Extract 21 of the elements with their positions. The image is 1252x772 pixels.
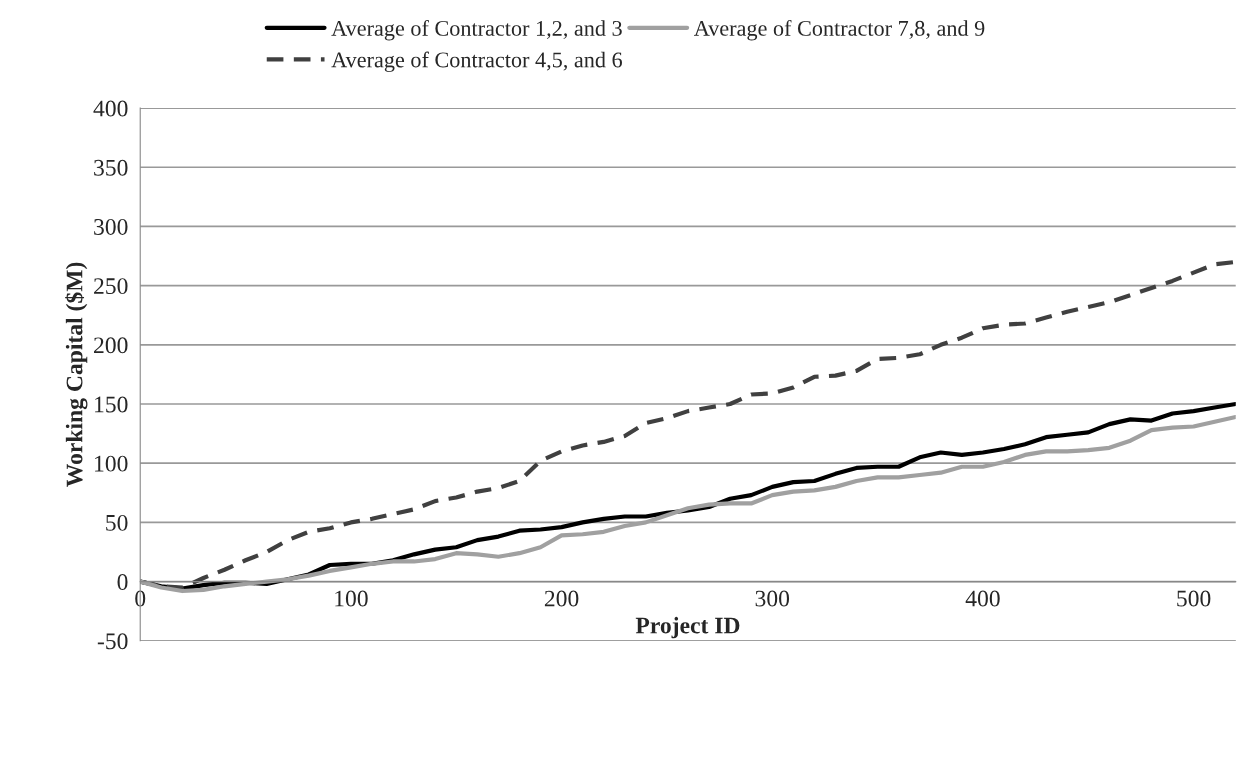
y-tick-label: 150 <box>95 396 128 413</box>
y-axis-title: Working Capital ($M) <box>65 262 88 487</box>
y-tick-label: 100 <box>95 455 128 472</box>
y-tick-label: 0 <box>117 574 128 590</box>
y-tick-label: 300 <box>94 218 128 235</box>
x-tick-label: 100 <box>335 590 368 607</box>
y-tick-label: 50 <box>106 514 128 531</box>
x-tick-label: 500 <box>1177 590 1211 607</box>
y-tick-label: 200 <box>94 337 128 354</box>
x-tick-label: 400 <box>965 590 1000 607</box>
x-tick-label: 0 <box>135 590 146 607</box>
y-tick-label: -50 <box>97 633 128 650</box>
x-tick-label: 200 <box>544 590 579 607</box>
x-axis-title: Project ID <box>635 616 740 639</box>
y-tick-label: 350 <box>94 159 128 176</box>
legend-label: Average of Contractor 7,8, and 9 <box>694 20 985 41</box>
y-tick-label: 400 <box>93 100 128 117</box>
legend-label: Average of Contractor 4,5, and 6 <box>331 51 622 72</box>
legend-label: Average of Contractor 1,2, and 3 <box>331 20 622 41</box>
x-tick-label: 300 <box>755 590 790 607</box>
y-tick-label: 250 <box>94 278 128 295</box>
